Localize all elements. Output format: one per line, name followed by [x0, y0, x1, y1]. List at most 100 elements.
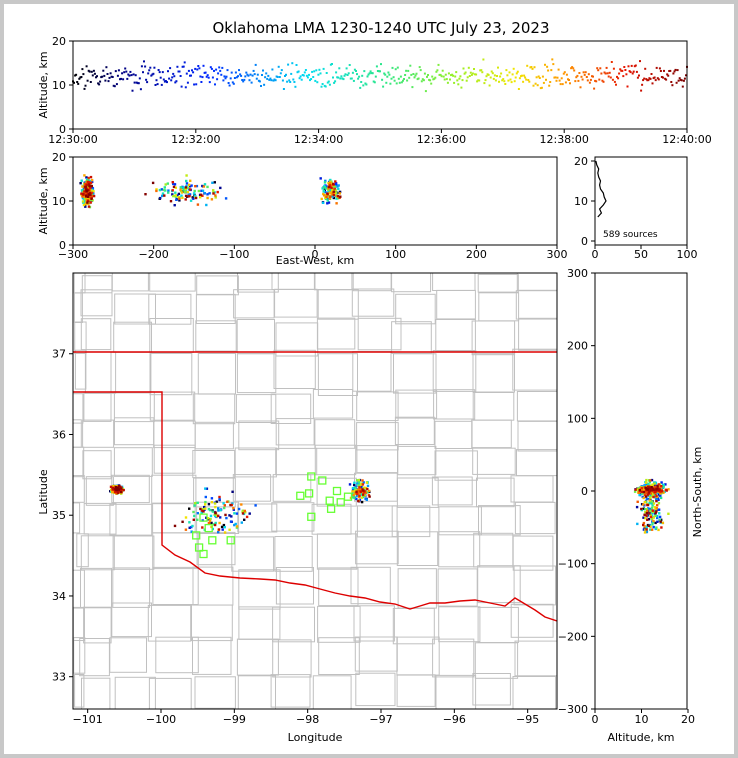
plan-view-source [233, 512, 236, 515]
county-outline [355, 530, 399, 565]
county-outline [79, 638, 110, 677]
time-height-source [117, 69, 120, 72]
time-height-source [383, 72, 386, 75]
height-ns-source [651, 491, 654, 494]
time-height-source [454, 75, 457, 78]
time-height-source [654, 79, 657, 82]
height-ns-source [658, 515, 662, 519]
time-height-source [663, 69, 665, 72]
county-outline [351, 288, 395, 317]
time-height-source [527, 79, 530, 81]
time-height-source [294, 85, 297, 88]
ew-height-source [87, 183, 91, 186]
altitude-histogram-panel: 0 50 100 0 10 20 589 sources [574, 155, 698, 261]
time-height-source [137, 82, 140, 85]
ew-height-source [194, 185, 197, 188]
height-ns-source [652, 502, 656, 505]
time-height-source [241, 79, 244, 81]
time-height-source [347, 72, 350, 75]
ew-height-source [330, 184, 333, 187]
time-height-source [447, 72, 450, 75]
plan-view-source [230, 515, 233, 518]
plan-view-source [219, 509, 222, 512]
plan-view-source [202, 510, 205, 513]
height-ns-ytick-label: 100 [567, 412, 588, 425]
height-ns-ylabel: North-South, km [691, 447, 704, 538]
lma-station-marker [194, 543, 204, 552]
ew-height-source [84, 205, 87, 208]
time-height-source [216, 78, 219, 81]
height-ns-xlabel: Altitude, km [607, 731, 674, 744]
time-height-source [668, 70, 671, 72]
ew-height-source [171, 181, 174, 184]
height-ns-source [652, 488, 655, 491]
county-outline [275, 447, 318, 476]
time-height-source [171, 76, 174, 79]
time-height-source [576, 74, 579, 77]
ew-height-source [81, 185, 84, 188]
plan-view-source [365, 498, 368, 501]
time-height-source [643, 77, 646, 80]
county-outline [472, 392, 515, 421]
ew-height-source [324, 193, 327, 197]
time-height-source [348, 64, 351, 66]
time-height-source [239, 73, 242, 76]
ew-height-source [200, 189, 203, 192]
county-outline [233, 289, 275, 319]
ew-height-source [337, 187, 340, 191]
ew-height-source [88, 191, 91, 195]
time-height-source [365, 83, 368, 86]
time-height-source [662, 76, 664, 79]
time-height-source [517, 88, 520, 90]
plan-view-source [367, 493, 371, 497]
ew-height-xtick-label: −100 [219, 248, 249, 261]
ew-height-source [90, 191, 93, 195]
height-ns-source [662, 486, 665, 489]
histogram-xtick-label: 100 [677, 248, 698, 261]
height-ns-source [642, 528, 646, 531]
height-ns-source [636, 500, 639, 503]
time-height-source [218, 66, 221, 69]
ew-height-source [172, 182, 175, 186]
county-outline [515, 290, 557, 320]
time-height-source [676, 69, 679, 72]
time-height-source [183, 61, 186, 64]
time-height-source [85, 65, 88, 68]
county-outline [514, 640, 557, 677]
plan-view-source [199, 507, 202, 511]
time-height-source [149, 66, 152, 69]
time-height-source [192, 71, 195, 74]
ew-height-source [332, 182, 335, 186]
time-height-source [623, 66, 626, 68]
county-outline [112, 567, 151, 608]
lma-station-marker [304, 489, 314, 498]
time-height-xtick-label: 12:34:00 [294, 133, 343, 146]
county-outline [397, 445, 437, 476]
plan-view-source [191, 524, 194, 528]
ew-height-source [81, 196, 85, 200]
county-outline [313, 273, 353, 291]
height-ns-source [665, 489, 668, 492]
plan-view-source [355, 497, 358, 501]
ew-height-source [335, 202, 338, 205]
plan-view-xtick-label: −99 [223, 713, 246, 726]
time-height-source [534, 82, 537, 85]
county-outline [195, 320, 237, 352]
time-height-source [497, 66, 499, 69]
ew-height-source [79, 182, 82, 185]
time-height-source [157, 69, 160, 71]
county-outline [192, 393, 236, 425]
time-height-source [107, 80, 110, 83]
county-outline [517, 420, 557, 452]
height-ns-ticks: 0 10 20 −300 −200 −100 0 100 200 300 [558, 267, 695, 726]
height-ns-source [655, 499, 658, 503]
time-height-source [260, 85, 262, 87]
county-outline [274, 288, 318, 318]
time-height-source [541, 75, 544, 78]
time-height-source [180, 85, 183, 88]
county-outline [356, 391, 399, 422]
time-height-source [455, 71, 458, 74]
height-ns-source [654, 507, 657, 510]
plan-view-source [200, 509, 204, 512]
ew-height-source [331, 195, 334, 198]
